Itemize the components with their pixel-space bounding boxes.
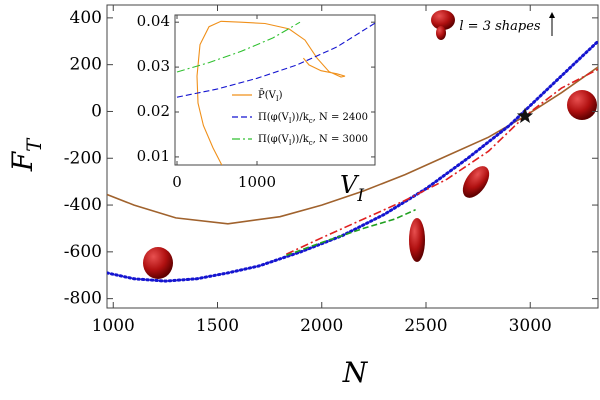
- shape-top-tail: [436, 26, 446, 40]
- y-tick-label: 0.02: [137, 102, 170, 120]
- x-tick-label: 1000: [238, 173, 276, 191]
- main-frame: [106, 4, 599, 309]
- shape-round: [567, 90, 597, 120]
- x-tick-label: 0: [172, 173, 182, 191]
- shape-top: [431, 10, 455, 30]
- y-tick-label: 200: [70, 54, 102, 74]
- y-tick-label: -400: [64, 195, 102, 215]
- x-axis-label: N: [342, 356, 369, 389]
- y-tick-label: 0.01: [137, 147, 170, 165]
- y-tick-label: -200: [64, 148, 102, 168]
- shape-sphere: [143, 247, 173, 279]
- series-line: [196, 20, 346, 165]
- y-tick-label: 0.03: [137, 57, 170, 75]
- x-tick-label: 2000: [300, 316, 343, 336]
- x-tick-label: 1000: [92, 316, 135, 336]
- y-tick-label: 400: [70, 7, 102, 27]
- shape-peanut: [409, 218, 425, 262]
- x-axis-label: VI: [340, 171, 364, 205]
- x-tick-label: 1500: [196, 316, 239, 336]
- series-line: [176, 22, 375, 98]
- x-tick-label: 3000: [509, 316, 552, 336]
- arrow-head: [549, 12, 555, 18]
- star-marker: [516, 107, 534, 123]
- inset-frame: [174, 14, 376, 166]
- y-tick-label: -600: [64, 241, 102, 261]
- x-tick-label: 2500: [404, 316, 447, 336]
- series-line: [107, 39, 598, 283]
- y-tick-label: -800: [64, 288, 102, 308]
- series-line: [285, 68, 598, 255]
- labels: 1000 1500 2000 2500 3000-800-600-400-2000200…: [6, 5, 598, 389]
- y-tick-label: 0.04: [137, 12, 170, 30]
- legend-label: Π(φ(VI))/kc, N = 2400: [258, 112, 368, 126]
- y-axis-label: FT: [6, 137, 47, 172]
- annotation: l = 3 shapes: [459, 19, 541, 34]
- y-tick-label: 0: [91, 101, 102, 121]
- series-line: [286, 208, 416, 257]
- legend-label: Π(φ(VI))/kc, N = 3000: [258, 134, 368, 148]
- shape-oblate: [462, 166, 490, 198]
- series-line: [176, 21, 301, 73]
- inset-plot: [176, 20, 375, 165]
- legend-label: P̄(VI): [258, 89, 283, 103]
